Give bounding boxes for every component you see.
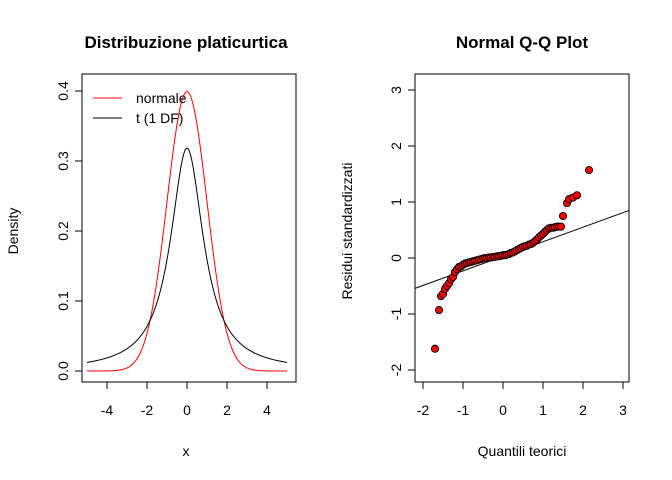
right-x-axis-label: Quantili teorici [478, 443, 567, 459]
left-density-curves [86, 91, 288, 372]
left-chart-title: Distribuzione platicurtica [84, 33, 288, 52]
x-tick-label: 0 [499, 402, 507, 418]
y-tick-label: 3 [388, 86, 404, 94]
y-tick-label: 0.3 [55, 151, 71, 171]
left-x-axis: -4 -2 0 2 4 [101, 381, 271, 418]
qq-point [556, 222, 566, 231]
x-tick-label: 4 [263, 402, 271, 418]
y-tick-label: -2 [388, 364, 404, 377]
legend-label: t (1 DF) [136, 110, 183, 126]
x-tick-label: 2 [223, 402, 231, 418]
curve-cauchy [86, 147, 288, 363]
right-y-axis-label: Residui standardizzati [339, 163, 355, 300]
left-panel: Distribuzione platicurtica -4 -2 0 2 4 0.00.… [5, 33, 297, 459]
x-tick-label: 0 [183, 402, 191, 418]
left-plot-frame [81, 73, 297, 383]
legend: normale t (1 DF) [93, 90, 187, 126]
left-x-axis-label: x [183, 443, 190, 459]
y-tick-label: 0 [388, 254, 404, 262]
x-tick-label: -1 [457, 402, 470, 418]
right-plot-frame [414, 73, 630, 383]
right-x-axis: -2 -1 0 1 2 3 [417, 381, 627, 418]
x-tick-label: 1 [539, 402, 547, 418]
x-tick-label: -2 [141, 402, 154, 418]
right-chart-title: Normal Q-Q Plot [456, 33, 589, 52]
x-tick-label: -4 [101, 402, 114, 418]
y-tick-label: 0.2 [55, 221, 71, 241]
left-y-axis-label: Density [5, 208, 21, 255]
curve-normal [87, 91, 287, 372]
qq-point [584, 166, 594, 175]
qq-point [434, 306, 444, 315]
legend-label: normale [136, 90, 187, 106]
qq-point [572, 191, 582, 200]
x-tick-label: -2 [417, 402, 430, 418]
y-tick-label: 2 [388, 142, 404, 150]
right-panel: Normal Q-Q Plot -2 -1 0 1 2 3 -2 -1 0 1 2 3 Quanti… [339, 33, 630, 459]
x-tick-label: 3 [619, 402, 627, 418]
qq-point [430, 344, 440, 353]
y-tick-label: -1 [388, 308, 404, 321]
y-tick-label: 0.4 [55, 81, 71, 101]
right-y-axis: -2 -1 0 1 2 3 [388, 86, 416, 377]
y-tick-label: 1 [388, 198, 404, 206]
x-tick-label: 2 [579, 402, 587, 418]
y-tick-label: 0.0 [55, 361, 71, 381]
qq-point [558, 211, 568, 221]
y-tick-label: 0.1 [55, 291, 71, 311]
qq-points [430, 166, 594, 353]
left-y-axis: 0.0 0.1 0.2 0.3 0.4 [55, 81, 83, 381]
